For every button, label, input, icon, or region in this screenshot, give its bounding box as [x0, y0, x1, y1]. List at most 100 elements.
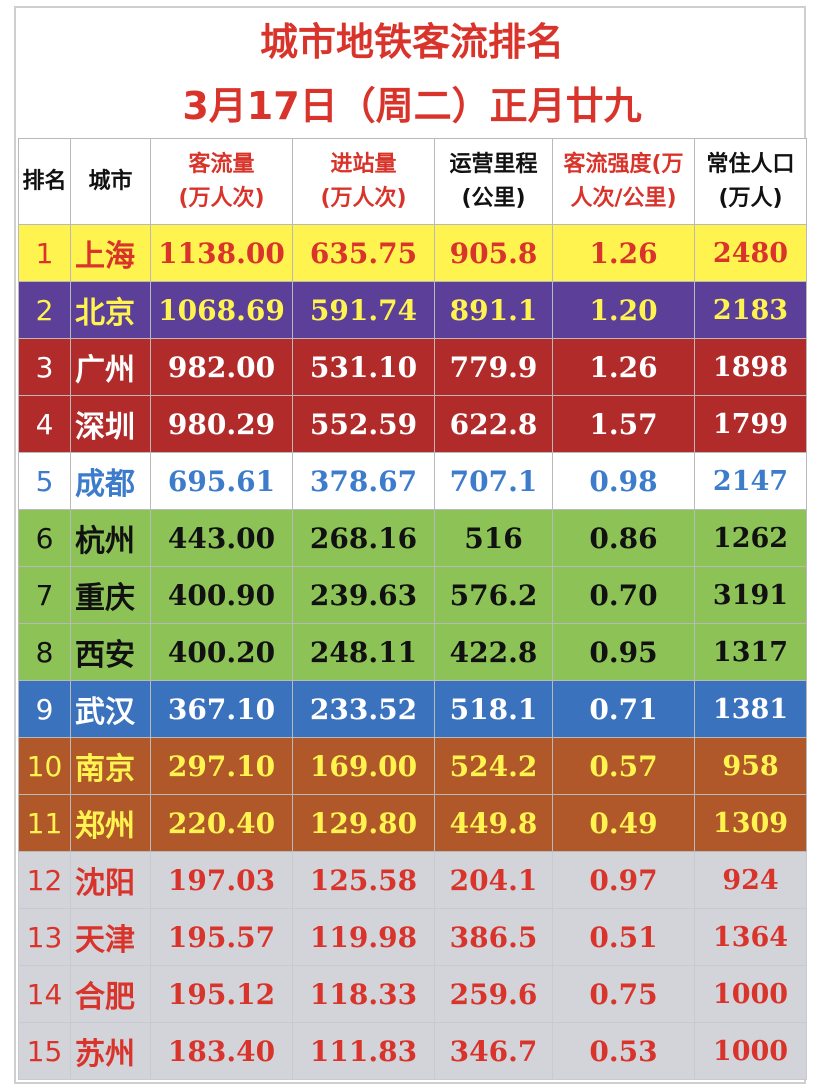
rank-cell: 4: [18, 395, 71, 453]
flow-cell: 195.12: [150, 965, 293, 1023]
mileage-cell: 346.7: [434, 1022, 553, 1080]
flow-cell: 980.29: [150, 395, 293, 453]
city-cell: 天津: [70, 908, 151, 966]
table-row: 14 合肥 195.12 118.33 259.6 0.75 1000: [18, 965, 807, 1023]
entry-cell: 591.74: [292, 281, 435, 339]
header-mileage: 运营里程 (公里): [434, 138, 553, 225]
header-flow: 客流量 (万人次): [150, 138, 293, 225]
header-rank: 排名: [18, 138, 71, 225]
header-entry: 进站量 (万人次): [292, 138, 435, 225]
mileage-cell: 905.8: [434, 224, 553, 282]
city-cell: 广州: [70, 338, 151, 396]
entry-cell: 248.11: [292, 623, 435, 681]
flow-cell: 197.03: [150, 851, 293, 909]
population-cell: 3191: [694, 566, 807, 624]
mileage-cell: 259.6: [434, 965, 553, 1023]
table-row: 5 成都 695.61 378.67 707.1 0.98 2147: [18, 452, 807, 510]
rank-cell: 15: [18, 1022, 71, 1080]
population-cell: 2480: [694, 224, 807, 282]
mileage-cell: 524.2: [434, 737, 553, 795]
population-cell: 1309: [694, 794, 807, 852]
flow-cell: 367.10: [150, 680, 293, 738]
flow-cell: 695.61: [150, 452, 293, 510]
ranking-table: 排名 城市 客流量 (万人次) 进站量 (万人次) 运营里程 (公里) 客流强度(万人…: [18, 138, 807, 1080]
flow-cell: 297.10: [150, 737, 293, 795]
mileage-cell: 204.1: [434, 851, 553, 909]
mileage-cell: 449.8: [434, 794, 553, 852]
entry-cell: 233.52: [292, 680, 435, 738]
table-row: 9 武汉 367.10 233.52 518.1 0.71 1381: [18, 680, 807, 738]
entry-cell: 169.00: [292, 737, 435, 795]
entry-cell: 111.83: [292, 1022, 435, 1080]
city-cell: 郑州: [70, 794, 151, 852]
city-cell: 杭州: [70, 509, 151, 567]
city-cell: 武汉: [70, 680, 151, 738]
intensity-cell: 1.57: [552, 395, 695, 453]
mileage-cell: 779.9: [434, 338, 553, 396]
table-row: 10 南京 297.10 169.00 524.2 0.57 958: [18, 737, 807, 795]
flow-cell: 1138.00: [150, 224, 293, 282]
entry-cell: 239.63: [292, 566, 435, 624]
entry-cell: 125.58: [292, 851, 435, 909]
entry-cell: 552.59: [292, 395, 435, 453]
city-cell: 成都: [70, 452, 151, 510]
rank-cell: 12: [18, 851, 71, 909]
table-row: 7 重庆 400.90 239.63 576.2 0.70 3191: [18, 566, 807, 624]
city-cell: 重庆: [70, 566, 151, 624]
entry-cell: 129.80: [292, 794, 435, 852]
flow-cell: 195.57: [150, 908, 293, 966]
population-cell: 958: [694, 737, 807, 795]
population-cell: 2183: [694, 281, 807, 339]
intensity-cell: 0.75: [552, 965, 695, 1023]
intensity-cell: 0.49: [552, 794, 695, 852]
population-cell: 1000: [694, 1022, 807, 1080]
table-row: 3 广州 982.00 531.10 779.9 1.26 1898: [18, 338, 807, 396]
mileage-cell: 576.2: [434, 566, 553, 624]
intensity-cell: 0.53: [552, 1022, 695, 1080]
intensity-cell: 0.70: [552, 566, 695, 624]
intensity-cell: 0.98: [552, 452, 695, 510]
flow-cell: 1068.69: [150, 281, 293, 339]
population-cell: 1364: [694, 908, 807, 966]
rank-cell: 6: [18, 509, 71, 567]
intensity-cell: 0.95: [552, 623, 695, 681]
city-cell: 深圳: [70, 395, 151, 453]
population-cell: 2147: [694, 452, 807, 510]
entry-cell: 118.33: [292, 965, 435, 1023]
table-row: 4 深圳 980.29 552.59 622.8 1.57 1799: [18, 395, 807, 453]
mileage-cell: 422.8: [434, 623, 553, 681]
flow-cell: 220.40: [150, 794, 293, 852]
city-cell: 西安: [70, 623, 151, 681]
entry-cell: 119.98: [292, 908, 435, 966]
flow-cell: 183.40: [150, 1022, 293, 1080]
table-row: 6 杭州 443.00 268.16 516 0.86 1262: [18, 509, 807, 567]
chart-title: 城市地铁客流排名: [259, 20, 564, 64]
rank-cell: 1: [18, 224, 71, 282]
mileage-cell: 386.5: [434, 908, 553, 966]
population-cell: 1317: [694, 623, 807, 681]
population-cell: 1381: [694, 680, 807, 738]
population-cell: 1262: [694, 509, 807, 567]
table-row: 8 西安 400.20 248.11 422.8 0.95 1317: [18, 623, 807, 681]
table-row: 2 北京 1068.69 591.74 891.1 1.20 2183: [18, 281, 807, 339]
rank-cell: 8: [18, 623, 71, 681]
rank-cell: 11: [18, 794, 71, 852]
table-row: 13 天津 195.57 119.98 386.5 0.51 1364: [18, 908, 807, 966]
city-cell: 沈阳: [70, 851, 151, 909]
intensity-cell: 0.51: [552, 908, 695, 966]
rank-cell: 10: [18, 737, 71, 795]
rank-cell: 9: [18, 680, 71, 738]
flow-cell: 982.00: [150, 338, 293, 396]
city-cell: 上海: [70, 224, 151, 282]
table-row: 1 上海 1138.00 635.75 905.8 1.26 2480: [18, 224, 807, 282]
rank-cell: 13: [18, 908, 71, 966]
intensity-cell: 1.26: [552, 224, 695, 282]
intensity-cell: 0.57: [552, 737, 695, 795]
intensity-cell: 1.26: [552, 338, 695, 396]
table-body: 1 上海 1138.00 635.75 905.8 1.26 2480 2 北京 1068.69 5…: [18, 224, 807, 1080]
entry-cell: 268.16: [292, 509, 435, 567]
table-row: 12 沈阳 197.03 125.58 204.1 0.97 924: [18, 851, 807, 909]
city-cell: 合肥: [70, 965, 151, 1023]
header-city: 城市: [70, 138, 151, 225]
rank-cell: 7: [18, 566, 71, 624]
